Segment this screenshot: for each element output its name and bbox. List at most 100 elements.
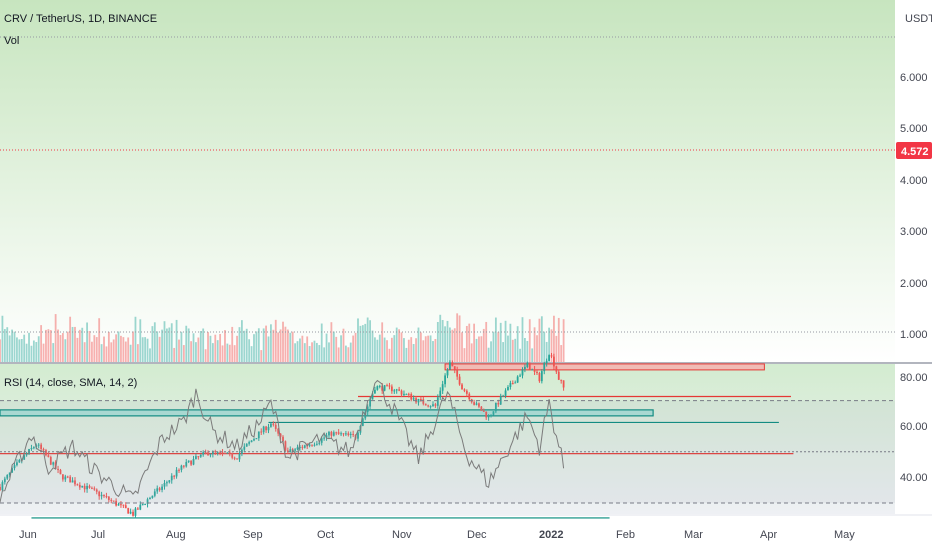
volume-bar [286,329,289,362]
candle-body [103,494,105,497]
volume-bar [76,337,79,362]
candle-body [216,451,219,453]
volume-bar [78,329,81,362]
candle-body [192,459,195,465]
volume-bar [311,342,313,362]
volume-bar [262,328,265,362]
volume-bar [100,344,103,362]
candle-body [255,438,258,440]
candle-body [40,444,43,450]
candle-body [502,395,505,397]
candle-body [301,446,304,448]
time-tick: Mar [684,529,703,541]
candle-body [262,426,265,433]
candle-body [553,356,555,367]
candle-body [272,423,275,425]
candle-body [270,423,272,427]
candle-body [136,508,139,510]
candle-body [105,496,108,498]
time-tick: Oct [317,529,334,541]
volume-bar [91,341,93,362]
candle-body [328,431,330,436]
volume-bar [323,347,326,362]
volume-bar [381,322,384,362]
volume-bar [1,315,4,362]
candle-body [284,441,287,451]
volume-bar [45,329,47,362]
candle-body [57,468,59,470]
volume-bar [25,343,28,362]
candle-body [13,465,16,469]
volume-bar [403,338,405,362]
volume-bar [175,319,178,362]
volume-bar [342,328,345,362]
candle-body [151,495,154,498]
candle-body [122,504,125,506]
currency-label: USDT [905,13,932,25]
candle-body [248,442,251,444]
candle-body [257,431,260,439]
candle-body [325,435,328,438]
symbol-title[interactable]: CRV / TetherUS, 1D, BINANCE [4,13,157,25]
candle-body [342,433,345,435]
volume-bar [335,336,338,362]
volume-bar [427,335,430,362]
price-tick: 4.000 [900,175,928,187]
volume-bar [449,327,451,362]
candle-body [330,431,333,436]
volume-bar [40,325,43,362]
volume-bar [328,342,330,362]
candle-body [0,487,1,491]
candle-body [182,465,185,467]
rsi-pane-background [0,364,895,514]
candle-body [461,384,463,390]
candle-body [120,504,122,506]
volume-bar [536,335,538,362]
candle-body [376,386,379,390]
volume-bar [47,329,50,362]
volume-bar [115,334,118,362]
volume-bar [461,332,463,362]
candle-body [42,449,45,451]
volume-bar [81,327,84,362]
candle-body [158,488,161,490]
volume-bar [284,326,287,362]
volume-label[interactable]: Vol [4,35,19,47]
candle-body [449,362,451,370]
volume-bar [153,322,156,362]
volume-bar [35,341,38,362]
candle-body [473,402,476,405]
volume-bar [61,333,64,362]
candle-body [49,457,52,465]
candle-body [371,393,374,400]
candle-body [436,397,439,406]
candle-body [47,455,50,458]
candle-body [487,416,490,418]
volume-bar [98,318,101,362]
volume-bar [553,315,555,362]
volume-bar [441,320,444,362]
rsi-label[interactable]: RSI (14, close, SMA, 14, 2) [4,377,137,389]
last-price-badge[interactable] [896,142,932,159]
candle-body [456,369,459,377]
volume-bar [272,329,275,362]
volume-bar [110,342,113,362]
candle-body [141,504,144,506]
candle-body [369,399,371,407]
candle-body [88,485,91,488]
volume-bar [289,332,292,362]
candle-body [463,389,466,391]
candle-body [497,402,500,405]
candle-body [374,389,376,394]
volume-bar [219,333,222,362]
candle-body [202,452,205,455]
candle-body [424,403,427,406]
volume-bar [390,337,393,362]
time-tick: Jul [91,529,105,541]
volume-bar [555,335,558,362]
candle-body [296,447,299,450]
volume-bar [296,341,299,362]
candle-body [260,431,263,433]
volume-bar [291,331,294,362]
